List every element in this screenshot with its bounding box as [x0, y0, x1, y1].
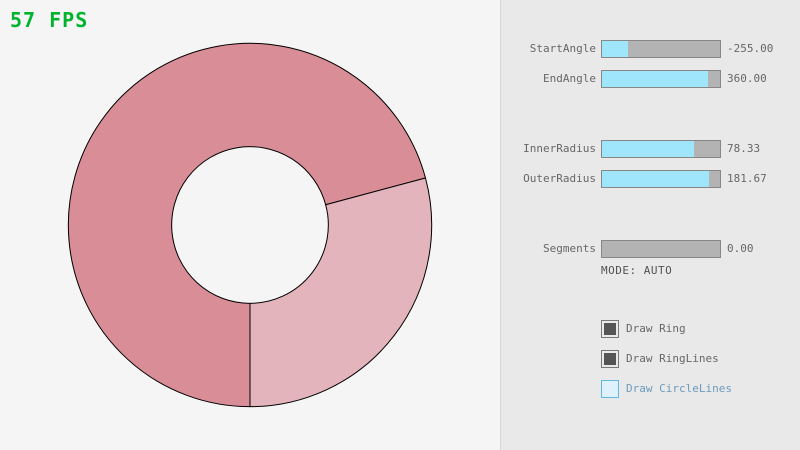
- innerradius-slider[interactable]: [601, 140, 721, 158]
- draw-ringlines-checkbox-label: Draw RingLines: [626, 352, 719, 365]
- segments-row: Segments 0.00: [501, 240, 800, 258]
- draw-ring-row: Draw Ring: [501, 320, 800, 338]
- draw-ring-checkbox[interactable]: [601, 320, 619, 338]
- startangle-label: StartAngle: [529, 42, 596, 55]
- innerradius-slider-fill: [602, 141, 695, 157]
- segments-slider[interactable]: [601, 240, 721, 258]
- segments-value: 0.00: [727, 242, 754, 255]
- draw-ringlines-row: Draw RingLines: [501, 350, 800, 368]
- outerradius-value: 181.67: [727, 172, 767, 185]
- endangle-slider-fill: [602, 71, 709, 87]
- draw-ring-checkbox-label: Draw Ring: [626, 322, 686, 335]
- fps-counter: 57 FPS: [10, 8, 89, 32]
- draw-circlelines-checkbox-label: Draw CircleLines: [626, 382, 732, 395]
- startangle-slider[interactable]: [601, 40, 721, 58]
- draw-ringlines-checkbox[interactable]: [601, 350, 619, 368]
- startangle-row: StartAngle -255.00: [501, 40, 800, 58]
- startangle-slider-fill: [602, 41, 628, 57]
- ring-sector-dark: [67, 42, 427, 408]
- endangle-value: 360.00: [727, 72, 767, 85]
- outerradius-slider-fill: [602, 171, 710, 187]
- ring-graphic: [67, 42, 433, 408]
- endangle-slider[interactable]: [601, 70, 721, 88]
- draw-circlelines-checkbox[interactable]: [601, 380, 619, 398]
- outerradius-label: OuterRadius: [523, 172, 596, 185]
- innerradius-row: InnerRadius 78.33: [501, 140, 800, 158]
- mode-label: MODE: AUTO: [601, 264, 673, 277]
- ring-sector-light: [249, 177, 433, 408]
- outerradius-slider[interactable]: [601, 170, 721, 188]
- draw-circlelines-row: Draw CircleLines: [501, 380, 800, 398]
- outerradius-row: OuterRadius 181.67: [501, 170, 800, 188]
- innerradius-label: InnerRadius: [523, 142, 596, 155]
- segments-label: Segments: [543, 242, 596, 255]
- endangle-label: EndAngle: [543, 72, 596, 85]
- endangle-row: EndAngle 360.00: [501, 70, 800, 88]
- controls-panel: StartAngle -255.00 EndAngle 360.00 Inner…: [500, 0, 800, 450]
- innerradius-value: 78.33: [727, 142, 761, 155]
- startangle-value: -255.00: [727, 42, 774, 55]
